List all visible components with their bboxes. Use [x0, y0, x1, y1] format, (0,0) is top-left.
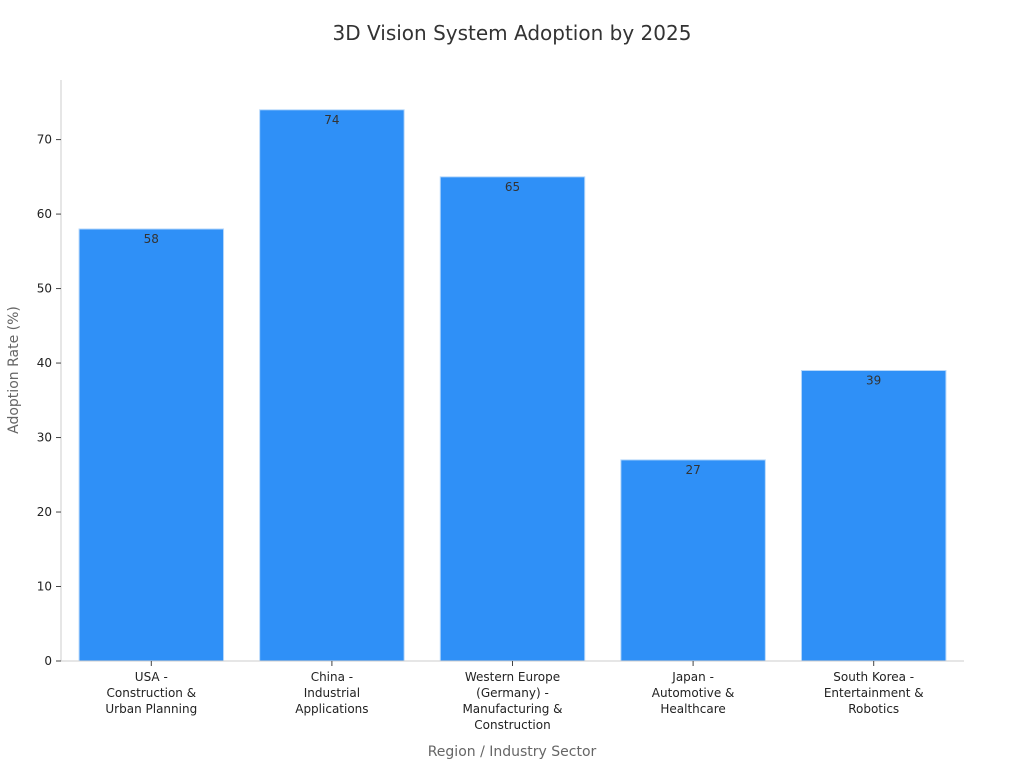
y-tick-label: 0: [44, 654, 52, 668]
x-tick-label-line: Construction &: [107, 686, 197, 700]
x-tick-label-line: Construction: [474, 718, 550, 732]
bar: [800, 370, 947, 662]
x-tick-label: Japan - Automotive & Healthcare: [652, 670, 735, 716]
data-label: 27: [685, 463, 700, 477]
data-label: 39: [866, 374, 881, 388]
x-tick-label-line: China -: [311, 670, 353, 684]
y-tick-label: 70: [37, 133, 52, 147]
x-tick-label-line: USA -: [135, 670, 168, 684]
x-tick-label-line: South Korea -: [833, 670, 914, 684]
data-label: 65: [505, 180, 520, 194]
data-label: 74: [324, 113, 339, 127]
data-label: 58: [144, 232, 159, 246]
x-tick-label-line: Applications: [295, 702, 368, 716]
y-tick-label: 50: [37, 282, 52, 296]
bars-layer: 58 74 65 27 39: [78, 109, 947, 662]
x-tick-label-line: Robotics: [848, 702, 899, 716]
x-tick-label-line: Western Europe: [465, 670, 560, 684]
y-tick-label: 30: [37, 431, 52, 445]
y-tick-label: 20: [37, 505, 52, 519]
x-tick-label-line: Industrial: [304, 686, 360, 700]
y-tick-label: 40: [37, 356, 52, 370]
bar: [78, 228, 225, 662]
x-tick-label-line: Japan -: [671, 670, 714, 684]
bar: [259, 109, 405, 662]
x-tick-label-line: Manufacturing &: [462, 702, 562, 716]
y-axis-title: Adoption Rate (%): [6, 306, 22, 434]
x-tick-label: USA - Construction & Urban Planning: [105, 670, 197, 716]
bar: [439, 176, 586, 662]
x-axis-title: Region / Industry Sector: [428, 744, 597, 760]
x-tick-label: Western Europe (Germany) - Manufacturing &…: [462, 670, 562, 732]
x-tick-label-line: Automotive &: [652, 686, 735, 700]
x-tick-label: China - Industrial Applications: [295, 670, 368, 716]
axes-layer: 0 10 20 30 40 50 60 70 USA - Construction & Urban …: [37, 80, 964, 732]
x-tick-label-line: Healthcare: [660, 702, 725, 716]
bar: [620, 459, 766, 662]
x-tick-label-line: Urban Planning: [105, 702, 197, 716]
chart-title: 3D Vision System Adoption by 2025: [333, 21, 692, 45]
x-tick-label-line: Entertainment &: [824, 686, 924, 700]
x-tick-label: South Korea - Entertainment & Robotics: [824, 670, 924, 716]
y-tick-label: 60: [37, 207, 52, 221]
x-tick-label-line: (Germany) -: [476, 686, 549, 700]
y-tick-label: 10: [37, 580, 52, 594]
